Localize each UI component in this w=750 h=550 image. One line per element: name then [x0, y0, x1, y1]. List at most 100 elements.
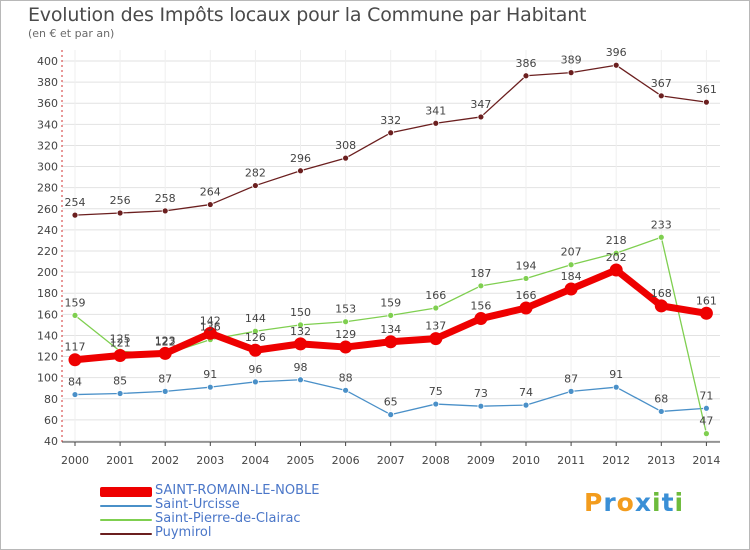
data-point: [699, 306, 713, 320]
data-point: [339, 340, 353, 354]
data-point: [203, 326, 217, 340]
x-tick-label: 2009: [467, 454, 495, 467]
x-tick-label: 2000: [61, 454, 89, 467]
y-tick-label: 160: [37, 308, 58, 321]
data-point: [703, 430, 710, 438]
data-label: 161: [696, 294, 717, 307]
data-point: [113, 349, 127, 362]
data-label: 341: [425, 104, 446, 117]
y-tick-label: 60: [44, 414, 58, 427]
legend-label: SAINT-ROMAIN-LE-NOBLE: [155, 483, 320, 498]
data-point: [387, 129, 395, 137]
data-label: 134: [380, 323, 401, 336]
data-point: [654, 299, 668, 313]
data-point: [161, 207, 169, 215]
data-label: 75: [429, 385, 443, 398]
data-label: 264: [200, 186, 221, 199]
data-label: 68: [654, 392, 668, 405]
data-label: 282: [245, 167, 266, 180]
data-label: 159: [380, 296, 401, 309]
data-label: 73: [474, 387, 488, 400]
data-point: [206, 383, 214, 391]
data-label: 361: [696, 83, 717, 96]
data-point: [251, 378, 259, 386]
y-tick-label: 220: [37, 245, 58, 258]
data-point: [158, 346, 172, 360]
data-label: 96: [248, 363, 262, 376]
y-tick-label: 400: [37, 55, 58, 68]
data-label: 150: [290, 306, 311, 319]
data-label: 88: [339, 371, 353, 384]
data-label: 65: [384, 396, 398, 409]
data-label: 85: [113, 375, 127, 388]
data-label: 184: [561, 270, 582, 283]
data-point: [248, 343, 262, 357]
data-point: [251, 327, 259, 335]
data-label: 386: [516, 57, 537, 70]
x-tick-label: 2010: [512, 454, 540, 467]
data-point: [612, 383, 620, 391]
data-point: [612, 61, 620, 69]
data-point: [161, 387, 169, 395]
data-point: [657, 233, 665, 241]
data-point: [432, 304, 440, 312]
data-point: [522, 72, 530, 80]
y-tick-label: 200: [37, 266, 58, 279]
data-point: [342, 318, 350, 326]
data-point: [206, 201, 214, 208]
data-label: 123: [155, 334, 176, 347]
data-label: 142: [200, 314, 221, 327]
data-point: [342, 154, 350, 162]
data-label: 47: [699, 415, 713, 428]
data-label: 202: [606, 251, 627, 264]
x-tick-label: 2003: [196, 454, 224, 467]
y-tick-label: 260: [37, 203, 58, 216]
y-tick-label: 240: [37, 224, 58, 237]
data-point: [477, 402, 485, 410]
data-label: 117: [65, 341, 86, 354]
x-tick-label: 2005: [287, 454, 315, 467]
data-label: 389: [561, 54, 582, 67]
data-point: [432, 400, 440, 408]
data-label: 87: [158, 372, 172, 385]
x-tick-label: 2012: [602, 454, 630, 467]
y-tick-label: 80: [44, 393, 58, 406]
data-point: [342, 386, 350, 394]
data-label: 144: [245, 312, 266, 325]
data-point: [477, 113, 485, 121]
y-tick-label: 100: [37, 372, 58, 385]
y-tick-label: 380: [37, 76, 58, 89]
data-label: 367: [651, 77, 672, 90]
data-point: [116, 209, 124, 217]
data-label: 136: [200, 321, 221, 334]
data-label: 166: [516, 289, 537, 302]
data-point: [522, 275, 530, 282]
x-tick-label: 2004: [241, 454, 269, 467]
data-point: [519, 301, 533, 315]
x-tick-label: 2006: [332, 454, 360, 467]
data-label: 74: [519, 386, 533, 399]
data-point: [71, 211, 79, 219]
data-label: 122: [155, 335, 176, 348]
y-tick-label: 140: [37, 329, 58, 342]
data-label: 233: [651, 218, 672, 231]
data-label: 332: [380, 114, 401, 127]
data-label: 98: [294, 361, 308, 374]
data-label: 187: [470, 267, 491, 280]
data-point: [564, 282, 578, 296]
legend-swatch: [100, 487, 152, 497]
data-label: 132: [290, 325, 311, 338]
data-point: [612, 249, 620, 257]
data-point: [116, 390, 124, 397]
data-label: 194: [516, 259, 537, 272]
y-tick-label: 280: [37, 182, 58, 195]
data-label: 254: [65, 196, 86, 209]
x-tick-label: 2014: [692, 454, 720, 467]
data-label: 256: [110, 194, 131, 207]
data-label: 87: [564, 372, 578, 385]
y-tick-label: 300: [37, 161, 58, 174]
data-label: 156: [470, 300, 491, 313]
x-tick-label: 2001: [106, 454, 134, 467]
data-label: 71: [699, 389, 713, 402]
